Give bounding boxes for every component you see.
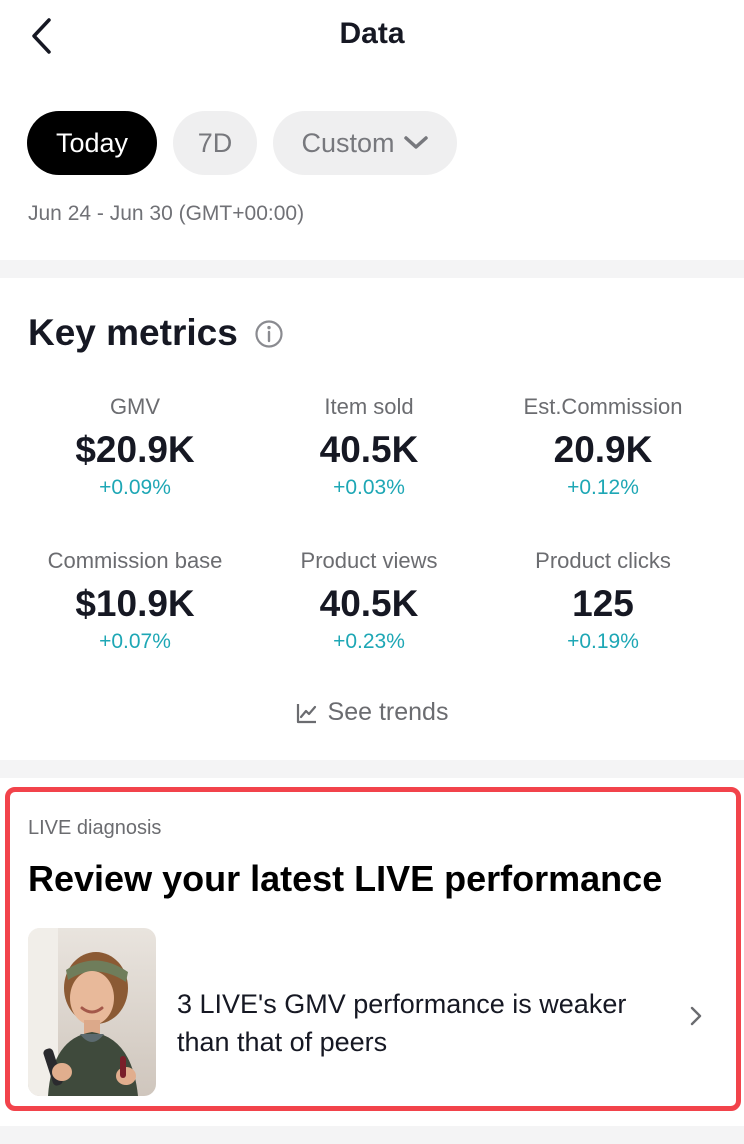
filter-chip-today[interactable]: Today — [27, 111, 157, 175]
metric-change: +0.07% — [99, 630, 171, 653]
live-diagnosis-section: LIVE diagnosis Review your latest LIVE p… — [0, 778, 744, 1126]
metric-change: +0.23% — [333, 630, 405, 653]
chevron-right-icon[interactable] — [689, 1005, 703, 1027]
chevron-left-icon — [32, 18, 51, 54]
metric-product-views: Product views 40.5K +0.23% — [249, 546, 489, 656]
metric-value: 125 — [572, 583, 634, 624]
metric-label: Item sold — [324, 394, 414, 419]
metric-change: +0.03% — [333, 476, 405, 499]
info-icon[interactable] — [254, 319, 284, 349]
chevron-down-icon — [403, 136, 428, 149]
card-label: LIVE diagnosis — [28, 817, 162, 839]
diagnosis-message: 3 LIVE's GMV performance is weaker than … — [177, 989, 627, 1057]
page-title: Data — [339, 17, 405, 50]
see-trends-button[interactable]: See trends — [0, 698, 744, 727]
metric-label: Product clicks — [535, 548, 671, 573]
trend-chart-icon — [296, 703, 316, 723]
chip-label: Custom — [301, 127, 395, 158]
metric-item-sold: Item sold 40.5K +0.03% — [249, 392, 489, 502]
filter-chip-7d[interactable]: 7D — [173, 111, 257, 175]
metric-commission-base: Commission base $10.9K +0.07% — [15, 546, 255, 656]
back-button[interactable] — [22, 14, 62, 58]
metric-value: $20.9K — [75, 429, 195, 470]
metric-est-commission: Est.Commission 20.9K +0.12% — [483, 392, 723, 502]
filter-chip-custom[interactable]: Custom — [273, 111, 457, 175]
metric-label: Est.Commission — [523, 394, 683, 419]
metric-value: 20.9K — [553, 429, 653, 470]
metric-change: +0.09% — [99, 476, 171, 499]
live-diagnosis-card[interactable]: LIVE diagnosis Review your latest LIVE p… — [5, 787, 741, 1111]
metric-change: +0.12% — [567, 476, 639, 499]
card-title: Review your latest LIVE performance — [28, 858, 663, 899]
metric-change: +0.19% — [567, 630, 639, 653]
metric-gmv: GMV $20.9K +0.09% — [15, 392, 255, 502]
metric-value: $10.9K — [75, 583, 195, 624]
see-trends-label: See trends — [327, 698, 449, 726]
metric-product-clicks: Product clicks 125 +0.19% — [483, 546, 723, 656]
live-thumbnail — [28, 928, 156, 1096]
metric-value: 40.5K — [319, 583, 419, 624]
metric-label: Product views — [300, 548, 438, 573]
header-section: Data Today 7D Custom Jun 24 - Jun 30 (GM… — [0, 0, 744, 260]
metric-label: Commission base — [47, 548, 223, 573]
chip-label: 7D — [197, 127, 233, 158]
section-title: Key metrics — [28, 312, 238, 353]
metric-label: GMV — [109, 394, 161, 419]
key-metrics-card: Key metrics GMV $20.9K +0.09% Item sold … — [0, 278, 744, 760]
chip-label: Today — [55, 127, 129, 158]
date-range-text: Jun 24 - Jun 30 (GMT+00:00) — [28, 202, 305, 225]
metric-value: 40.5K — [319, 429, 419, 470]
